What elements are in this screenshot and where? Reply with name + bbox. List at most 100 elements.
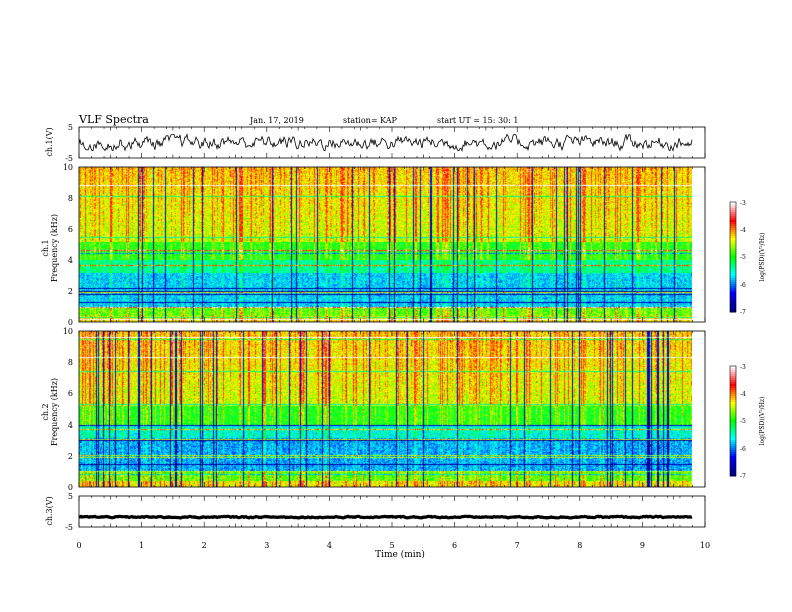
colorbar-segment (730, 398, 736, 401)
colorbar-segment (730, 408, 736, 411)
ch2-spec-ytick-6: 6 (68, 389, 73, 398)
colorbar-segment (730, 280, 736, 283)
colorbar-segment (730, 390, 736, 393)
colorbar-segment (730, 450, 736, 453)
ch2-colorbar-tick-m6: -6 (740, 446, 746, 453)
ch2-spec-ytick-8: 8 (68, 358, 73, 367)
ch2-colorbar-tick-m4: -4 (740, 391, 746, 398)
colorbar-segment (730, 434, 736, 437)
colorbar-segment (730, 226, 736, 229)
colorbar-segment (730, 240, 736, 243)
colorbar-segment (730, 236, 736, 239)
spectrogram-raster (79, 331, 692, 487)
colorbar-segment (730, 254, 736, 257)
ch2-spectrogram-panel: 0 2 4 6 8 10 ch.2 Frequency (kHz) (41, 327, 706, 492)
colorbar-segment (730, 440, 736, 443)
colorbar-segment (730, 420, 736, 423)
colorbar-segment (730, 462, 736, 465)
colorbar-segment (730, 464, 736, 467)
x-tick-label: 1 (139, 541, 144, 550)
ch3-waveform-frame (78, 495, 706, 528)
colorbar-segment (730, 232, 736, 235)
colorbar-segment (730, 250, 736, 253)
x-tick-label: 10 (700, 541, 710, 550)
ch1-spectrogram-ticks (78, 167, 706, 322)
colorbar-segment (730, 296, 736, 299)
ch3-waveform-ylabel: ch.3(V) (45, 496, 54, 525)
ch1-colorbar: -3 -4 -5 -6 -7 log(PSD)(V²/Hz) (729, 200, 766, 316)
colorbar-segment (730, 470, 736, 473)
x-tick-label: 2 (202, 541, 207, 550)
colorbar-segment (730, 392, 736, 395)
colorbar-segment (730, 454, 736, 457)
colorbar-segment (730, 260, 736, 263)
colorbar-segment (730, 252, 736, 255)
ch3-waveform-ytick-bottom: -5 (65, 523, 73, 532)
colorbar-segment (730, 400, 736, 403)
colorbar-segment (730, 406, 736, 409)
ch1-spec-ytick-4: 4 (68, 256, 73, 265)
colorbar-segment (730, 264, 736, 267)
ch2-spec-ylabel: ch.2 Frequency (kHz) (41, 378, 59, 446)
ch2-colorbar: -3 -4 -5 -6 -7 log(PSD)(V²/Hz) (729, 364, 766, 480)
ch2-spec-ytick-2: 2 (68, 452, 73, 461)
ch2-spectrogram-ticks (78, 331, 706, 487)
colorbar-segment (730, 206, 736, 209)
svg-text:ch.1: ch.1 (41, 239, 50, 256)
ch3-waveform-panel: 5 -5 ch.3(V) (45, 492, 706, 532)
ch3-waveform-ticks (78, 496, 706, 527)
colorbar-segment (730, 218, 736, 221)
colorbar-segment (730, 432, 736, 435)
colorbar-segment (730, 278, 736, 281)
colorbar-segment (730, 298, 736, 301)
colorbar-segment (730, 222, 736, 225)
colorbar-segment (730, 460, 736, 463)
colorbar-segment (730, 286, 736, 289)
ch2-colorbar-tick-m3: -3 (740, 364, 746, 371)
colorbar-segment (730, 284, 736, 287)
colorbar-segment (730, 438, 736, 441)
colorbar-segment (730, 212, 736, 215)
x-tick-label: 3 (264, 541, 269, 550)
colorbar-segment (730, 452, 736, 455)
ch3-waveform-line (78, 514, 693, 520)
colorbar-segment (730, 448, 736, 451)
colorbar-segment (730, 382, 736, 385)
colorbar-segment (730, 274, 736, 277)
colorbar-segment (730, 368, 736, 371)
ch2-spec-ytick-10: 10 (63, 327, 73, 336)
colorbar-segment (730, 302, 736, 305)
colorbar-segment (730, 310, 736, 313)
colorbar-segment (730, 428, 736, 431)
x-tick-label: 5 (389, 541, 394, 550)
colorbar-segment (730, 216, 736, 219)
colorbar-segment (730, 430, 736, 433)
colorbar-segment (730, 304, 736, 307)
colorbar-segment (730, 468, 736, 471)
ch1-spec-ytick-10: 10 (63, 163, 73, 172)
colorbar-segment (730, 472, 736, 475)
colorbar-segment (730, 308, 736, 311)
x-tick-label: 9 (640, 541, 645, 550)
ch1-colorbar-tick-m3: -3 (740, 200, 746, 207)
colorbar-segment (730, 266, 736, 269)
colorbar-segment (730, 220, 736, 223)
colorbar-segment (730, 404, 736, 407)
colorbar-segment (730, 402, 736, 405)
colorbar-segment (730, 258, 736, 261)
ch1-waveform-ytick-bottom: -5 (65, 154, 73, 163)
colorbar-segment (730, 424, 736, 427)
x-tick-label: 4 (327, 541, 332, 550)
svg-text:Frequency (kHz): Frequency (kHz) (50, 214, 59, 282)
ch3-waveform-ytick-top: 5 (68, 492, 73, 501)
ch1-colorbar-tick-m5: -5 (740, 254, 746, 261)
ch1-colorbar-border (729, 201, 737, 313)
colorbar-segment (730, 384, 736, 387)
colorbar-segment (730, 288, 736, 291)
ch1-spec-ytick-0: 0 (68, 318, 73, 327)
ch2-colorbar-gradient (730, 366, 736, 477)
ch1-colorbar-label: log(PSD)(V²/Hz) (759, 233, 766, 282)
colorbar-segment (730, 458, 736, 461)
colorbar-segment (730, 422, 736, 425)
